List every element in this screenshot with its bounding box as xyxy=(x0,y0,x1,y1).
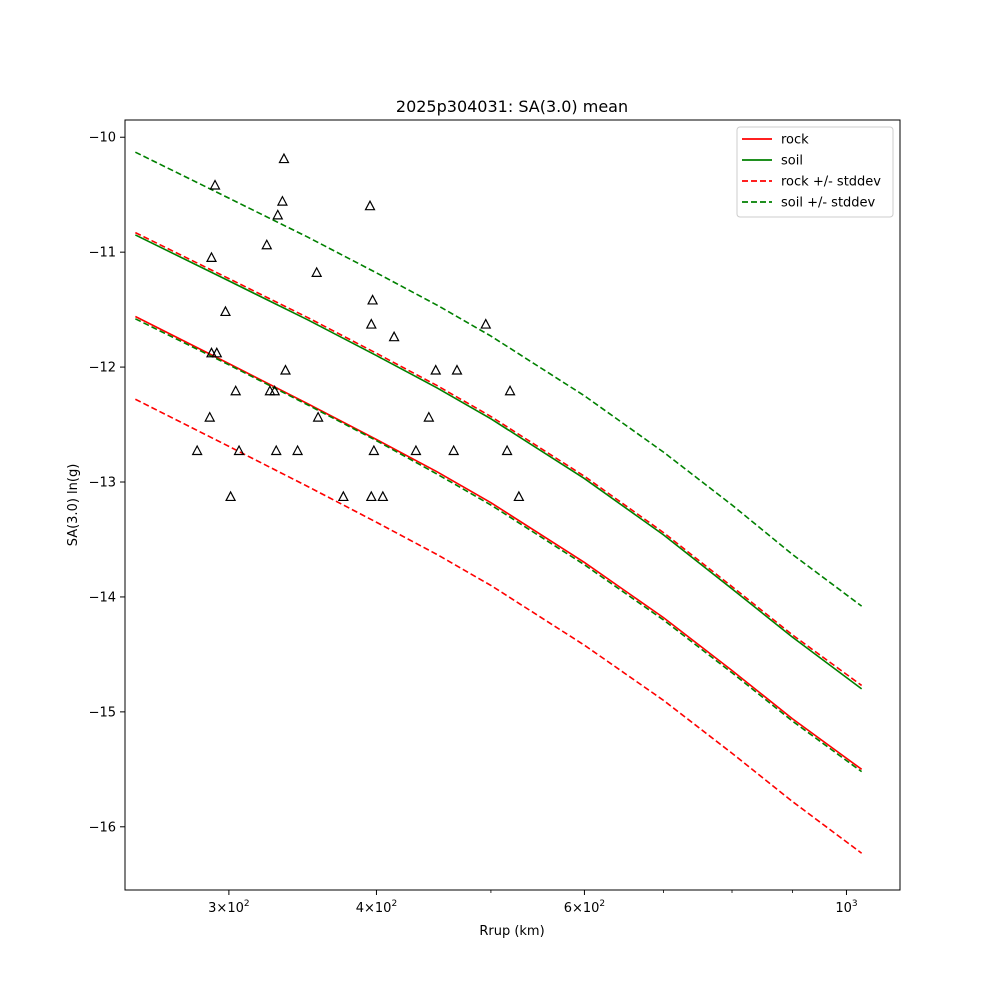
x-axis-label: Rrup (km) xyxy=(479,924,544,939)
observation-marker xyxy=(448,444,460,456)
series-line-soil-stddev-4 xyxy=(135,151,863,607)
y-tick-label: −13 xyxy=(89,476,116,491)
observation-marker xyxy=(292,444,304,456)
observation-marker xyxy=(423,411,435,422)
observation-marker xyxy=(211,347,223,358)
observation-marker xyxy=(276,195,288,206)
chart-title: 2025p304031: SA(3.0) mean xyxy=(396,97,628,116)
legend-label: rock +/- stddev xyxy=(781,175,881,190)
observation-marker xyxy=(204,411,216,422)
observation-marker xyxy=(388,330,400,342)
legend-box xyxy=(736,126,894,218)
x-tick-label: 6×102 xyxy=(564,899,605,916)
observation-marker xyxy=(312,411,324,422)
observation-marker xyxy=(451,364,463,375)
observation-marker xyxy=(501,444,513,456)
observation-marker xyxy=(205,347,217,358)
axes-frame xyxy=(124,119,901,891)
observation-marker xyxy=(230,384,242,396)
observation-marker xyxy=(377,490,389,502)
observation-marker xyxy=(272,209,284,220)
observation-marker xyxy=(191,444,203,456)
observation-marker xyxy=(219,305,231,317)
observation-marker xyxy=(504,384,516,396)
y-tick-label: −14 xyxy=(89,590,116,605)
observation-marker xyxy=(365,318,377,329)
observation-marker xyxy=(279,364,291,375)
axis-ticks: −10 −11 −12 −13 −14 −15 −16 3×102 4×102 6×102 103 xyxy=(89,131,858,916)
x-tick-label: 3×102 xyxy=(208,899,249,916)
y-tick-label: −12 xyxy=(89,361,116,376)
observation-marker xyxy=(209,179,221,190)
series-line-rock-stddev-2 xyxy=(135,231,863,687)
observation-marker xyxy=(513,490,525,502)
y-tick-label: −15 xyxy=(89,705,116,720)
y-tick-label: −16 xyxy=(89,820,116,835)
series-line-soil-1 xyxy=(135,234,863,690)
observation-marker xyxy=(337,490,349,502)
series-line-soil-stddev-5 xyxy=(135,318,863,773)
observation-marker xyxy=(367,294,379,305)
observation-marker xyxy=(368,444,380,456)
series-line-rock-0 xyxy=(135,315,863,770)
y-tick-label: −11 xyxy=(89,246,116,261)
observation-marker xyxy=(269,384,281,396)
observation-marker xyxy=(225,490,237,502)
plot-area xyxy=(135,151,863,854)
observation-marker xyxy=(233,444,245,456)
observation-marker xyxy=(278,152,290,164)
series-line-rock-stddev-3 xyxy=(135,398,863,854)
legend-label: soil +/- stddev xyxy=(781,196,876,211)
observation-marker xyxy=(365,490,377,502)
observation-marker xyxy=(430,364,442,375)
x-tick-label: 103 xyxy=(835,899,857,916)
observation-marker xyxy=(205,251,217,263)
y-tick-label: −10 xyxy=(89,131,116,146)
observation-marker xyxy=(311,266,323,277)
observation-marker xyxy=(480,318,492,329)
observation-marker xyxy=(270,444,282,456)
observation-marker xyxy=(261,238,273,250)
legend: rock soil rock +/- stddev soil +/- stddev xyxy=(736,126,894,218)
legend-label: rock xyxy=(781,133,809,148)
y-axis-label: SA(3.0) ln(g) xyxy=(66,464,81,547)
x-tick-label: 4×102 xyxy=(356,899,397,916)
legend-label: soil xyxy=(781,154,803,169)
observation-marker xyxy=(364,199,376,211)
observation-marker xyxy=(410,444,422,456)
